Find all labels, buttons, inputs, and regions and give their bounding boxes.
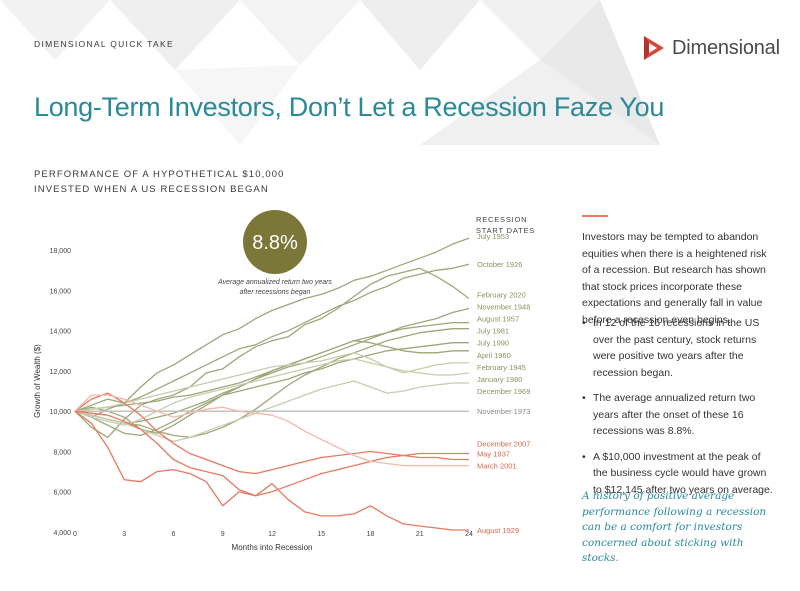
x-tick-label: 24 [465,531,473,538]
series-label: December 2007 [477,439,530,448]
x-tick-label: 0 [73,531,77,538]
series-label: May 1937 [477,449,510,458]
accent-divider [582,215,608,217]
series-line-february-1945 [74,352,469,412]
chart-axis-layer: 4,000 6,000 8,000 10,000 12,000 14,000 16,000 1… [33,248,473,552]
average-return-value: 8.8% [252,232,298,254]
chart-heading: PERFORMANCE OF A HYPOTHETICAL $10,000 IN… [34,167,334,197]
chart-heading-line-1: PERFORMANCE OF A HYPOTHETICAL $10,000 [34,169,285,180]
series-line-july-1953 [74,237,470,412]
series-label: July 1953 [477,232,509,241]
series-line-march-2001 [74,394,469,467]
series-line-november-1948 [74,307,470,424]
series-label: November 1973 [477,407,530,416]
chart-heading-line-2: INVESTED WHEN A US RECESSION BEGAN [34,184,269,195]
recession-performance-chart: 4,000 6,000 8,000 10,000 12,000 14,000 16,000 1… [33,210,535,552]
series-label: November 1948 [477,303,530,312]
series-line-july-1981 [74,328,469,439]
series-label: April 1960 [477,351,511,360]
series-label: February 2020 [477,290,526,299]
x-axis-title: Months into Recession [232,543,313,552]
series-label: January 1980 [477,375,522,384]
x-tick-label: 15 [317,531,325,538]
brand-logo: Dimensional [642,34,780,62]
series-line-january-1980 [74,358,470,426]
x-tick-label: 12 [268,531,276,538]
sidebar-bullet: In 12 of the 16 recessions in the US ove… [582,315,774,381]
series-label: August 1929 [477,526,519,535]
series-label: July 1990 [477,339,509,348]
sidebar-intro: Investors may be tempted to abandon equi… [582,231,767,326]
y-tick-label: 12,000 [50,369,72,376]
kicker-label: DIMENSIONAL QUICK TAKE [34,39,174,49]
badge-caption-line-2: after recessions began [240,289,311,296]
series-line-august-1929 [74,410,469,531]
y-tick-label: 16,000 [50,288,72,295]
sidebar-quote: A history of positive average performanc… [582,490,767,564]
series-label: March 2001 [477,462,517,471]
y-tick-label: 14,000 [50,329,72,336]
y-tick-label: 6,000 [53,490,71,497]
series-line-october-1926 [74,263,470,418]
average-return-badge [243,210,307,274]
x-tick-label: 9 [221,531,225,538]
brand-name: Dimensional [672,36,780,59]
series-line-july-1990 [74,342,469,434]
series-label: August 1957 [477,315,519,324]
y-tick-label: 4,000 [53,530,71,537]
badge-layer: 8.8% Average annualized return two years a… [217,210,332,296]
legend-title-line-2: START DATES [476,226,535,235]
x-tick-label: 21 [416,531,424,538]
sidebar-bullet-list: In 12 of the 16 recessions in the US ove… [582,315,774,507]
series-label: July 1981 [477,327,509,336]
x-tick-label: 18 [367,531,375,538]
page-title: Long-Term Investors, Don’t Let a Recessi… [34,92,665,122]
dimensional-logo-icon [644,36,664,60]
sidebar-bullet: The average annualized return two years … [582,390,774,440]
series-line-may-1937 [74,392,469,475]
legend-title-line-1: RECESSION [476,215,527,224]
x-tick-label: 3 [122,531,126,538]
series-line-april-1960 [74,340,469,412]
series-label: December 1969 [477,387,530,396]
series-label: February 1945 [477,363,526,372]
badge-caption-line-1: Average annualized return two years [217,279,332,286]
y-axis-title: Growth of Wealth ($) [33,344,42,418]
sidebar-bullet: A $10,000 investment at the peak of the … [582,449,774,499]
series-line-august-1957 [74,321,469,437]
x-tick-label: 6 [172,531,176,538]
header-background [0,0,800,145]
series-label: October 1926 [477,260,522,269]
chart-series-layer [74,237,470,531]
y-tick-label: 10,000 [50,409,72,416]
y-tick-label: 18,000 [50,248,72,255]
y-tick-label: 8,000 [53,449,71,456]
